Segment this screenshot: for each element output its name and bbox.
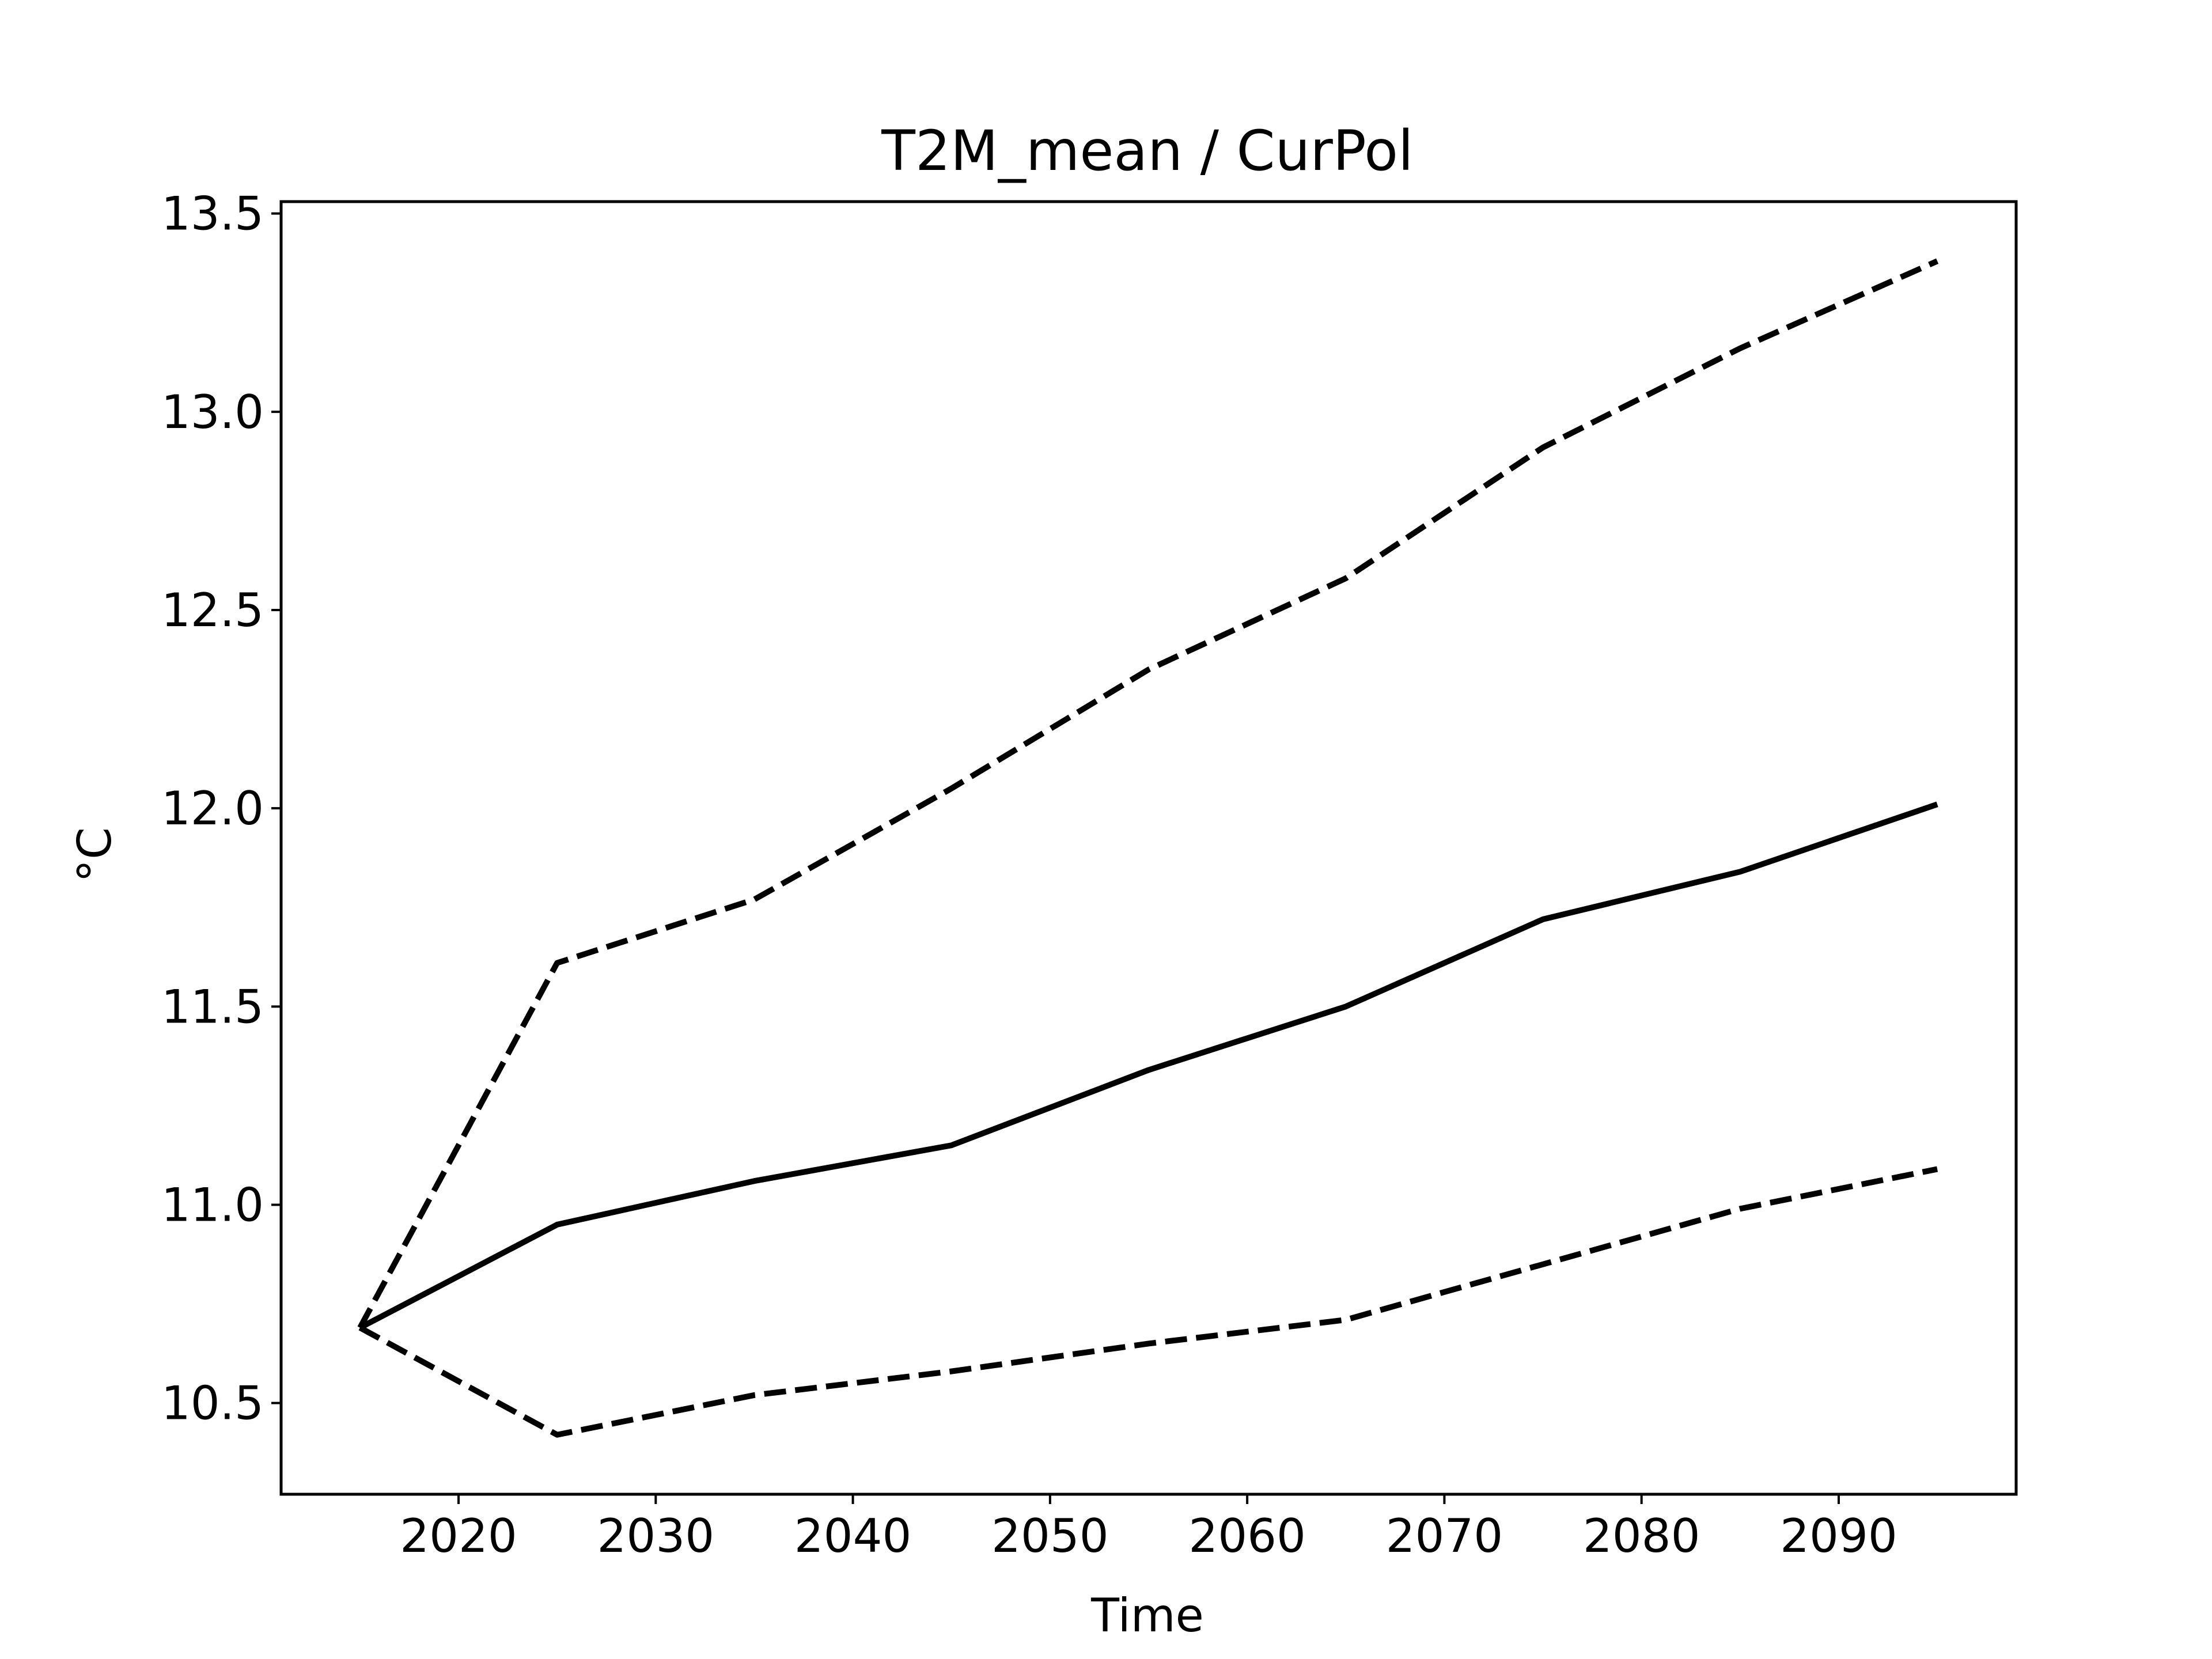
chart-title: T2M_mean / CurPol (881, 119, 1413, 183)
x-axis-label: Time (1090, 1589, 1204, 1642)
y-tick-label: 13.0 (161, 385, 264, 439)
x-tick-label: 2080 (1583, 1509, 1700, 1563)
y-tick-label: 12.5 (161, 584, 264, 637)
x-tick-label: 2020 (400, 1509, 517, 1563)
y-tick-label: 11.5 (161, 980, 264, 1033)
x-tick-label: 2040 (794, 1509, 912, 1563)
axis-ticks: 2020 2030 2040 2050 2060 2070 2080 2090 10.5 11.0… (161, 187, 1897, 1563)
plot-area (357, 258, 1939, 1438)
y-tick-label: 13.5 (161, 187, 264, 241)
series-line-1 (358, 801, 1938, 1331)
series-line-3 (358, 1166, 1938, 1438)
y-tick-label: 11.0 (161, 1179, 264, 1232)
x-tick-label: 2050 (991, 1509, 1109, 1563)
y-axis-label: °C (68, 827, 122, 882)
x-tick-label: 2030 (597, 1509, 715, 1563)
x-tick-label: 2090 (1780, 1509, 1897, 1563)
y-tick-label: 12.0 (161, 782, 264, 835)
x-tick-label: 2070 (1386, 1509, 1503, 1563)
x-tick-label: 2060 (1188, 1509, 1306, 1563)
series-line-2 (357, 258, 1939, 1330)
plot-frame (279, 200, 2018, 1496)
y-tick-label: 10.5 (161, 1377, 264, 1430)
